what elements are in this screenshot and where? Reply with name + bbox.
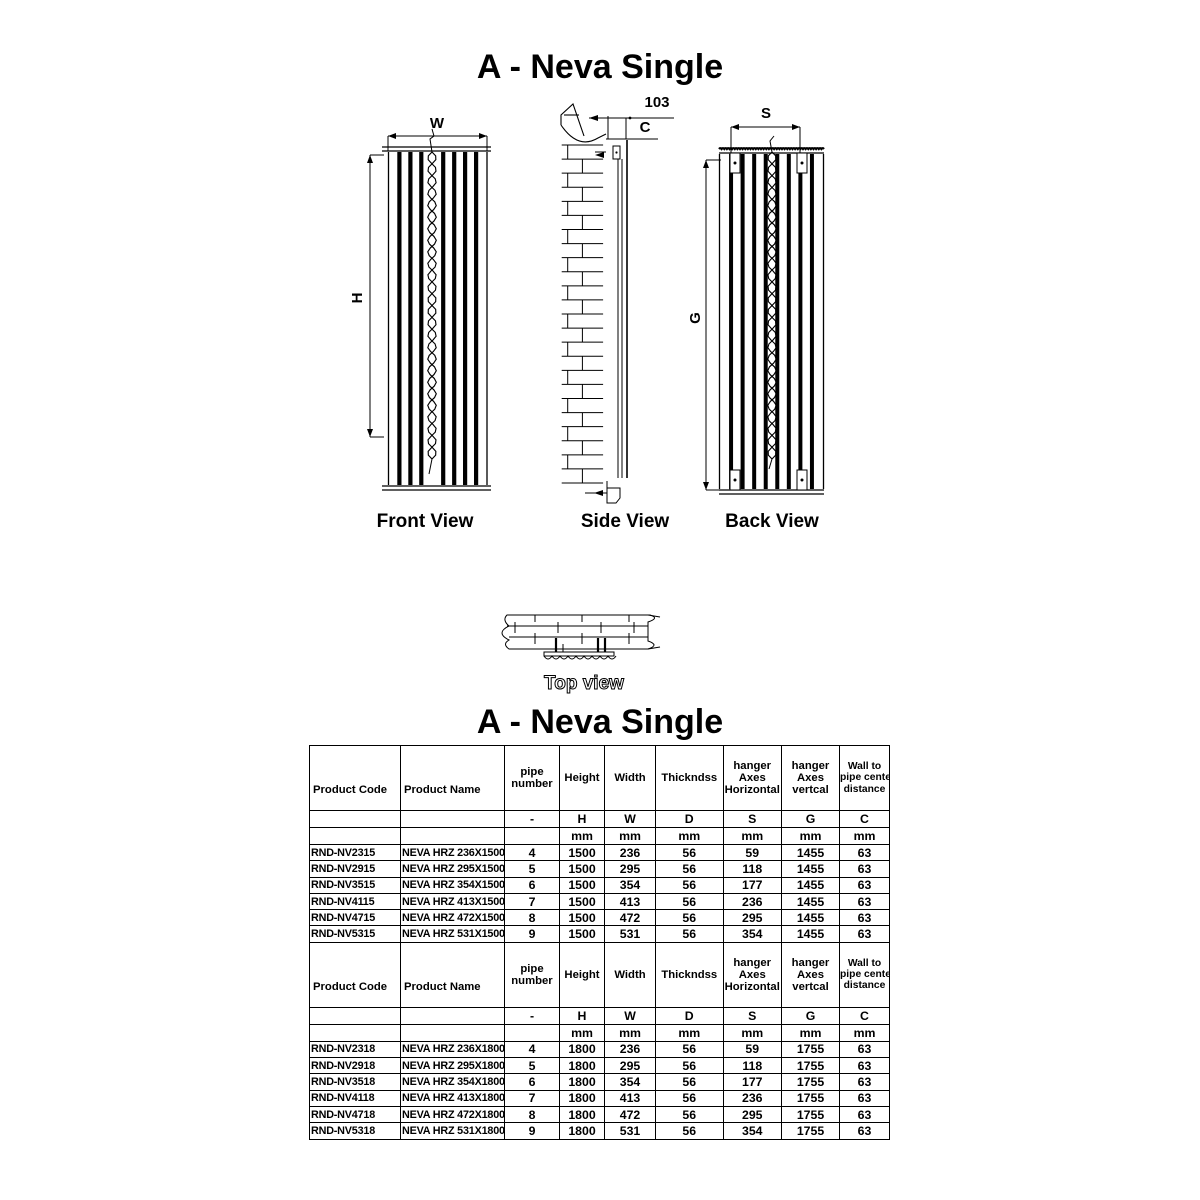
svg-text:Front View: Front View [377, 511, 474, 532]
svg-text:H: H [349, 293, 366, 304]
svg-text:S: S [761, 105, 771, 122]
svg-text:103: 103 [644, 94, 669, 111]
svg-text:G: G [687, 312, 704, 324]
svg-text:C: C [640, 119, 651, 136]
svg-text:Back View: Back View [725, 511, 819, 532]
svg-text:Top view: Top view [544, 673, 624, 694]
svg-text:Side View: Side View [581, 511, 670, 532]
